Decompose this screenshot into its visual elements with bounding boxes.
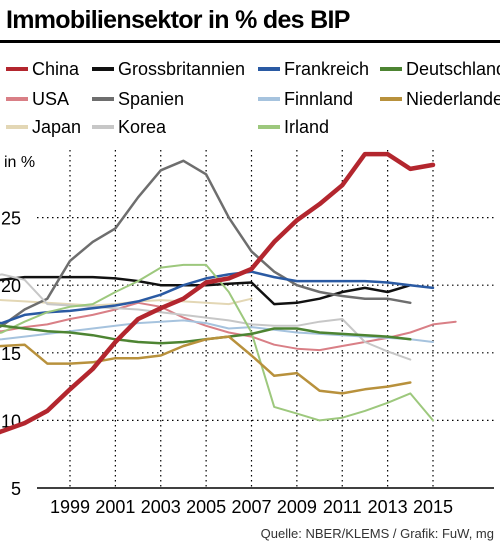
series-layer [0,151,457,435]
legend-item: Spanien [92,89,184,109]
x-tick-label: 2001 [95,497,135,517]
series-line-japan [0,297,253,307]
x-tick-label: 2015 [413,497,453,517]
y-tick-label: 15 [1,344,21,364]
legend-item: Frankreich [258,59,369,79]
legend-item: Japan [6,117,81,137]
x-tick-label: 2003 [141,497,181,517]
y-tick-label: 5 [11,479,21,499]
legend-label: Niederlande [406,89,500,109]
series-line-finnland [0,319,434,343]
x-tick-label: 1999 [50,497,90,517]
legend-label: Spanien [118,89,184,109]
x-tick-label: 2007 [231,497,271,517]
legend-item: Korea [92,117,167,137]
series-line-niederlande [0,335,412,395]
legend-label: USA [32,89,69,109]
series-line-irland [0,263,434,422]
x-tick-label: 2009 [277,497,317,517]
legend-label: Japan [32,117,81,137]
legend: China Grossbritannien Frankreich Deutschlan… [6,59,500,137]
x-tick-label: 2011 [323,497,362,517]
y-unit-label: in % [4,154,35,171]
x-tick-label: 2005 [186,497,226,517]
legend-label: Grossbritannien [118,59,245,79]
legend-item: Grossbritannien [92,59,245,79]
legend-label: China [32,59,80,79]
series-line-usa [0,301,457,352]
legend-label: Korea [118,117,167,137]
series-line-korea [0,273,412,361]
series-line-spanien [0,159,412,329]
legend-label: Finnland [284,89,353,109]
source-note: Quelle: NBER/KLEMS / Grafik: FuW, mg [261,526,494,541]
title-rule [0,40,500,43]
x-tick-label: 2013 [368,497,408,517]
y-tick-label: 20 [1,276,21,296]
legend-label: Frankreich [284,59,369,79]
y-tick-label: 25 [1,209,21,229]
legend-item: USA [6,89,69,109]
chart-title: Immobiliensektor in % des BIP [6,6,350,34]
legend-label: Irland [284,117,329,137]
grid [37,150,494,488]
legend-label: Deutschland [406,59,500,79]
legend-item: Irland [258,117,329,137]
series-line-deutschland [0,324,412,345]
series-line-frankreich [0,270,435,325]
legend-item: Niederlande [380,89,500,109]
legend-item: China [6,59,80,79]
series-line-china [0,151,436,435]
legend-item: Finnland [258,89,353,109]
legend-item: Deutschland [380,59,500,79]
